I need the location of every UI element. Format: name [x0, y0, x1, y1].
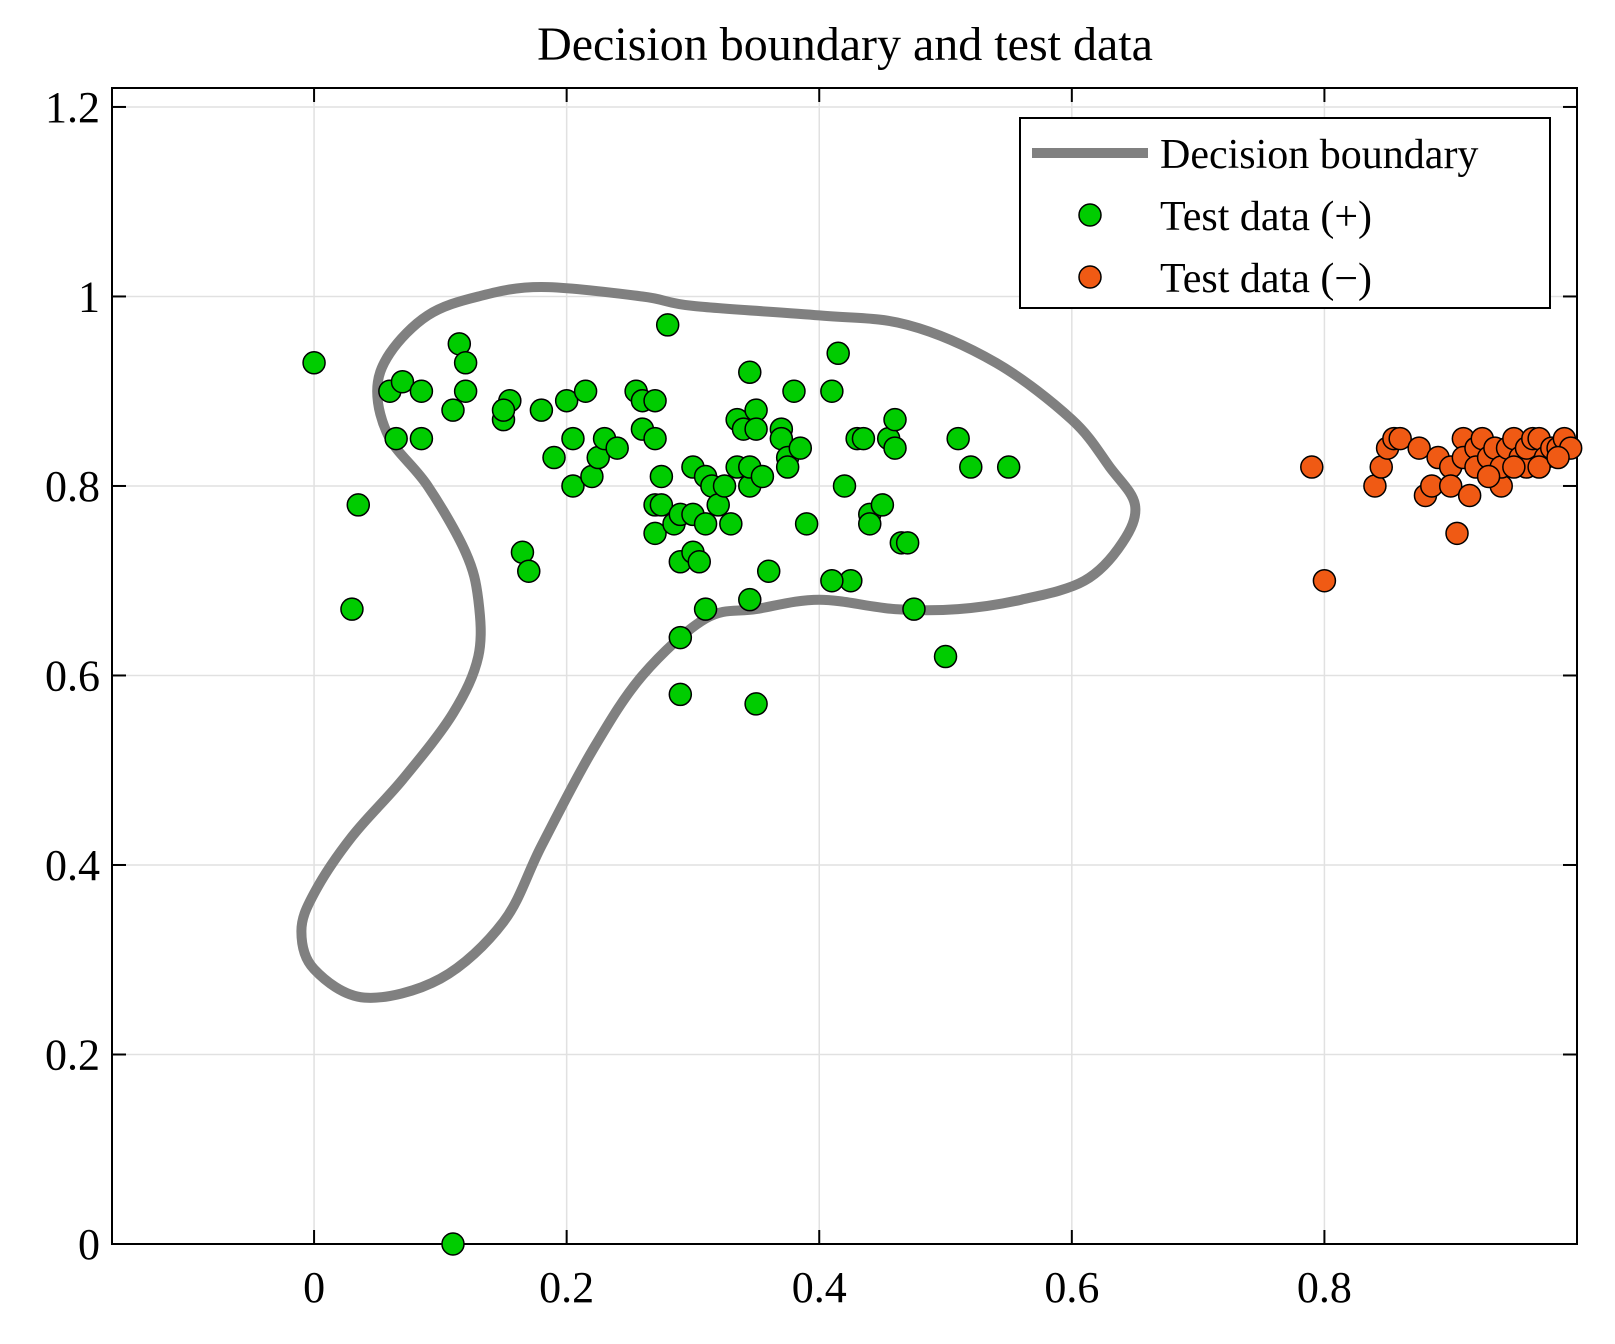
y-tick-label: 0.4: [45, 841, 100, 890]
decision-boundary-layer: [296, 282, 1141, 1003]
positive-data-point: [738, 360, 762, 385]
positive-data-point: [756, 559, 781, 583]
positive-data-point: [832, 474, 857, 498]
positive-data-point: [933, 644, 958, 669]
negative-data-point: [1476, 464, 1501, 489]
positive-data-point: [883, 407, 907, 432]
positive-data-point: [605, 436, 629, 460]
positive-data-point: [409, 379, 434, 403]
positive-data-point: [788, 436, 813, 460]
negative-data-point: [1502, 455, 1526, 479]
positive-data-point: [820, 568, 844, 593]
positive-data-point: [870, 493, 895, 517]
positive-data-point: [750, 464, 775, 489]
y-tick-label: 0: [78, 1220, 100, 1269]
negative-data-point: [1527, 455, 1551, 479]
legend-negative-swatch: [1078, 265, 1102, 289]
positive-data-point: [561, 426, 585, 451]
positive-data-point: [668, 682, 693, 707]
positive-data-point: [858, 512, 882, 536]
positive-data-point: [883, 436, 907, 460]
positive-data-point: [453, 351, 478, 375]
positive-data-point: [775, 455, 800, 479]
positive-data-point: [851, 426, 876, 451]
negative-data-point: [1457, 483, 1482, 508]
negative-points-layer: [1300, 426, 1583, 593]
positive-data-point: [668, 625, 693, 650]
plot-area-frame: [111, 87, 1578, 1245]
positive-data-point: [744, 417, 768, 441]
negative-data-point: [1445, 521, 1469, 546]
positive-data-point: [441, 1232, 465, 1256]
x-tick-label: 0.2: [539, 1263, 594, 1312]
positive-data-point: [390, 369, 415, 394]
decision-boundary-line: [296, 282, 1141, 1003]
positive-data-point: [441, 398, 465, 422]
positive-data-point: [409, 426, 434, 451]
positive-data-point: [826, 341, 850, 366]
legend-positive-swatch: [1078, 203, 1102, 227]
positive-data-point: [561, 474, 585, 498]
legend-label-positive: Test data (+): [1160, 194, 1372, 240]
negative-data-point: [1438, 474, 1463, 498]
y-tick-label: 1: [78, 272, 100, 321]
positive-data-point: [554, 388, 579, 413]
positive-data-point: [340, 597, 364, 621]
positive-data-point: [693, 512, 718, 536]
positive-data-point: [643, 521, 667, 546]
y-tick-label: 0.6: [45, 651, 100, 700]
positive-data-point: [996, 455, 1021, 479]
positive-data-point: [517, 559, 541, 583]
positive-data-point: [643, 388, 667, 413]
y-axis-tick-labels: 0 0.2 0.4 0.6 0.8 1 1.2: [45, 83, 100, 1269]
positive-data-point: [738, 587, 762, 612]
x-tick-label: 0.4: [792, 1263, 847, 1312]
negative-data-point: [1407, 436, 1431, 460]
positive-data-point: [687, 550, 712, 574]
positive-data-point: [346, 493, 371, 517]
positive-data-point: [302, 351, 326, 375]
x-tick-label: 0.6: [1044, 1263, 1099, 1312]
negative-data-point: [1300, 455, 1324, 479]
positive-data-point: [491, 398, 516, 422]
positive-data-point: [693, 597, 718, 621]
chart-title: Decision boundary and test data: [537, 18, 1153, 71]
y-tick-label: 1.2: [45, 83, 100, 132]
positive-data-point: [719, 512, 743, 536]
positive-data-point: [712, 474, 737, 498]
positive-data-point: [794, 512, 819, 536]
positive-points-layer: [302, 313, 1021, 1256]
positive-data-point: [384, 426, 408, 451]
positive-data-point: [895, 531, 920, 555]
negative-data-point: [1388, 426, 1412, 451]
positive-data-point: [820, 379, 844, 403]
x-tick-label: 0.8: [1297, 1263, 1352, 1312]
positive-data-point: [902, 597, 926, 621]
positive-data-point: [649, 464, 674, 489]
legend-label-negative: Test data (−): [1160, 256, 1372, 302]
positive-data-point: [946, 426, 970, 451]
negative-data-point: [1312, 568, 1337, 593]
positive-data-point: [542, 445, 566, 470]
positive-data-point: [744, 692, 768, 716]
positive-data-point: [529, 398, 554, 422]
negative-data-point: [1546, 445, 1570, 470]
y-tick-label: 0.8: [45, 462, 100, 511]
x-tick-label: 0: [303, 1263, 325, 1312]
axis-ticks: [112, 88, 1577, 1245]
x-axis-tick-labels: 0 0.2 0.4 0.6 0.8: [303, 1263, 1352, 1312]
positive-data-point: [649, 493, 674, 517]
positive-data-point: [643, 426, 667, 451]
positive-data-point: [959, 455, 983, 479]
y-tick-label: 0.2: [45, 1030, 100, 1079]
positive-data-point: [573, 379, 598, 403]
legend-label-boundary: Decision boundary: [1160, 132, 1478, 178]
positive-data-point: [782, 379, 806, 403]
positive-data-point: [655, 313, 680, 337]
positive-data-point: [453, 379, 478, 403]
legend: Decision boundary Test data (+) Test dat…: [1019, 117, 1551, 309]
